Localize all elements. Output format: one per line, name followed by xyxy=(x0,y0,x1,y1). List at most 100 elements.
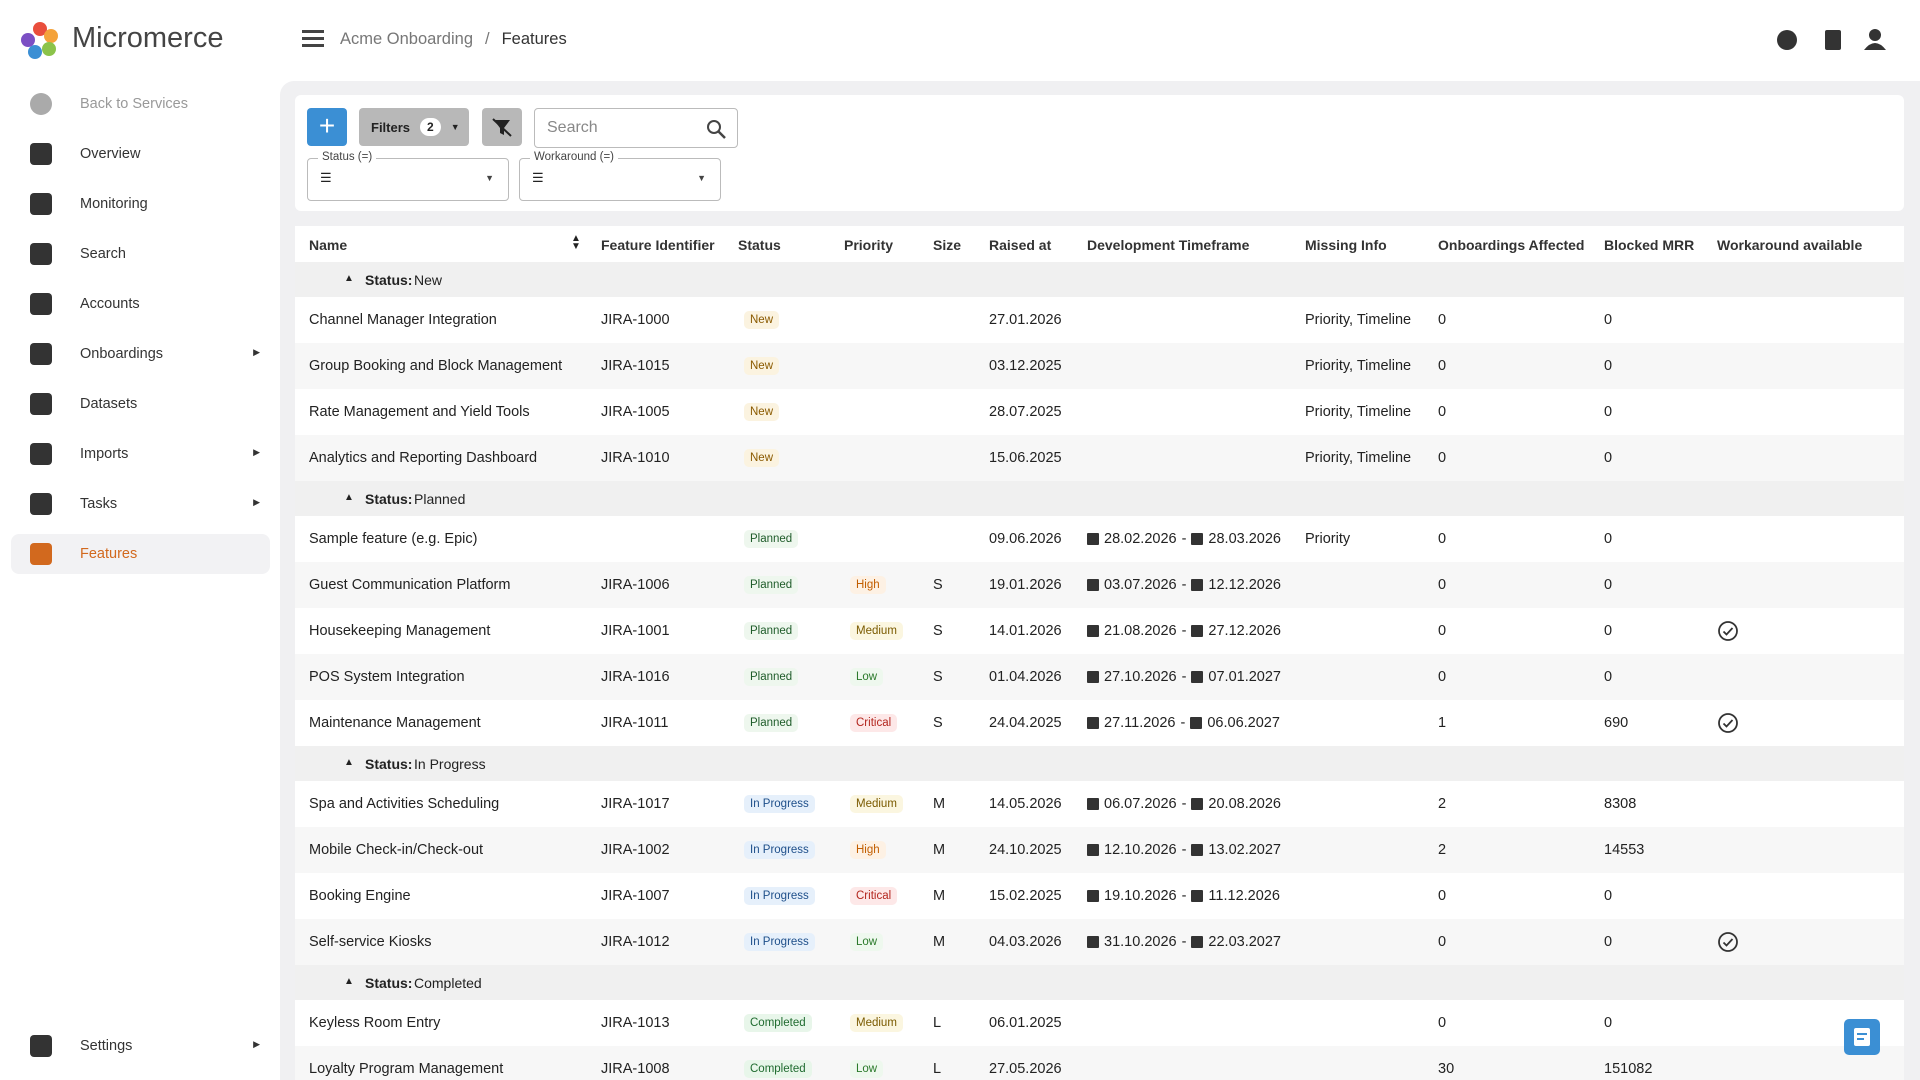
header-actions[interactable] xyxy=(1776,28,1896,52)
table-row[interactable]: POS System Integration JIRA-1016 Planned Lo… xyxy=(295,654,1904,700)
nav-icon xyxy=(30,393,52,415)
onboardings-affected: 0 xyxy=(1438,358,1447,374)
dropdown-arrow: ▼ xyxy=(697,173,706,183)
group-row[interactable]: ▲ Status: Planned xyxy=(295,481,1904,517)
chat-button[interactable] xyxy=(1844,1019,1880,1055)
feature-name: Sample feature (e.g. Epic) xyxy=(309,531,478,547)
status-chip: Planned xyxy=(744,714,799,732)
nav-item[interactable]: Imports ▶ xyxy=(11,434,270,474)
calendar-icon xyxy=(1191,890,1204,902)
add-button[interactable]: + xyxy=(307,108,347,146)
table-row[interactable]: Loyalty Program Management JIRA-1008 Compl… xyxy=(295,1046,1904,1080)
raised-at: 24.10.2025 xyxy=(989,842,1062,858)
calendar-icon xyxy=(1087,890,1099,902)
nav-item[interactable]: Tasks ▶ xyxy=(11,484,270,524)
group-status: In Progress xyxy=(414,756,486,772)
table-row[interactable]: Self-service Kiosks JIRA-1012 In Progress L… xyxy=(295,919,1904,965)
nav-icon xyxy=(30,93,52,115)
filter-select[interactable]: Status (=) ☰ ▼ xyxy=(307,151,509,201)
blocked-mrr: 8308 xyxy=(1604,796,1637,812)
breadcrumb: Acme Onboarding / Features xyxy=(340,30,567,49)
onboardings-affected: 0 xyxy=(1438,404,1447,420)
table-row[interactable]: Group Booking and Block Management JIRA-1… xyxy=(295,343,1904,389)
nav-item[interactable]: Search xyxy=(11,234,270,274)
group-row[interactable]: ▲ Status: New xyxy=(295,262,1904,298)
nav-item[interactable]: Monitoring xyxy=(11,184,270,224)
table-row[interactable]: Housekeeping Management JIRA-1001 Planned M… xyxy=(295,608,1904,654)
nav-icon xyxy=(30,1035,52,1057)
filters-count: 2 xyxy=(420,118,441,136)
nav-item[interactable]: Settings ▶ xyxy=(11,1026,270,1066)
raised-at: 19.01.2026 xyxy=(989,577,1062,593)
column-header[interactable]: Status xyxy=(738,237,781,253)
nav-item[interactable]: Overview xyxy=(11,134,270,174)
missing-info: Priority, Timeline xyxy=(1305,312,1412,328)
status-chip: Planned xyxy=(744,668,799,686)
timeframe-end: 12.12.2026 xyxy=(1208,577,1281,593)
nav-item[interactable]: Onboardings ▶ xyxy=(11,334,270,374)
timeframe-start: 27.11.2026 xyxy=(1104,715,1176,731)
feature-id: JIRA-1017 xyxy=(601,796,670,812)
nav-item[interactable]: Features xyxy=(11,534,270,574)
sort-icon[interactable]: ▲ ▼ xyxy=(571,233,581,252)
table-row[interactable]: Channel Manager Integration JIRA-1000 New 2… xyxy=(295,297,1904,343)
collapse-icon: ▲ xyxy=(344,492,354,503)
table-row[interactable]: Sample feature (e.g. Epic) Planned 09.06.2… xyxy=(295,516,1904,562)
column-header[interactable]: Missing Info xyxy=(1305,237,1387,253)
table-row[interactable]: Keyless Room Entry JIRA-1013 Completed Medi… xyxy=(295,1000,1904,1046)
feature-name: Rate Management and Yield Tools xyxy=(309,404,530,420)
table-row[interactable]: Analytics and Reporting Dashboard JIRA-10… xyxy=(295,435,1904,481)
sidebar: Back to Services Overview Monitoring Search… xyxy=(0,80,280,1080)
size: S xyxy=(933,715,943,731)
menu-toggle[interactable] xyxy=(302,28,326,50)
clear-filters[interactable] xyxy=(482,108,522,146)
timeframe-end: 06.06.2027 xyxy=(1207,715,1280,731)
calendar-icon xyxy=(1087,625,1099,637)
status-chip: New xyxy=(744,311,780,329)
column-header[interactable]: Size xyxy=(933,237,962,253)
priority-chip: Low xyxy=(850,933,884,951)
breadcrumb-item[interactable]: Acme Onboarding xyxy=(340,30,473,48)
column-header[interactable]: Development Timeframe xyxy=(1087,237,1250,253)
table-row[interactable]: Rate Management and Yield Tools JIRA-1005… xyxy=(295,389,1904,435)
blocked-mrr: 14553 xyxy=(1604,842,1645,858)
status-chip: In Progress xyxy=(744,841,815,859)
nav-item[interactable]: Accounts xyxy=(11,284,270,324)
size: S xyxy=(933,669,943,685)
timeframe: 06.07.2026- 20.08.2026 xyxy=(1087,796,1281,812)
column-header[interactable]: Blocked MRR xyxy=(1604,237,1695,253)
group-row[interactable]: ▲ Status: Completed xyxy=(295,965,1904,1001)
dropdown-arrow: ▼ xyxy=(485,173,494,183)
onboardings-affected: 0 xyxy=(1438,1015,1447,1031)
column-header[interactable]: Feature Identifier xyxy=(601,237,715,253)
feature-id: JIRA-1010 xyxy=(601,450,670,466)
column-header[interactable]: Workaround available xyxy=(1717,237,1863,253)
search-box[interactable]: Search xyxy=(534,108,738,148)
range-separator: - xyxy=(1181,669,1187,685)
table-row[interactable]: Maintenance Management JIRA-1011 Planned Cr… xyxy=(295,700,1904,746)
timeframe: 28.02.2026- 28.03.2026 xyxy=(1087,531,1281,547)
logo xyxy=(21,22,58,59)
feature-id: JIRA-1000 xyxy=(601,312,670,328)
onboardings-affected: 0 xyxy=(1438,450,1447,466)
nav-item[interactable]: Back to Services xyxy=(11,84,270,124)
filters-button[interactable]: Filters 2 ▼ xyxy=(359,108,469,146)
column-header[interactable]: Onboardings Affected xyxy=(1438,237,1585,253)
calendar-icon xyxy=(1087,533,1099,545)
nav-label: Monitoring xyxy=(80,196,148,212)
group-row[interactable]: ▲ Status: In Progress xyxy=(295,746,1904,782)
column-header[interactable]: Name xyxy=(309,237,348,253)
onboardings-affected: 2 xyxy=(1438,796,1447,812)
timeframe-start: 27.10.2026 xyxy=(1104,669,1177,685)
priority-chip: Medium xyxy=(850,1014,903,1032)
feature-id: JIRA-1002 xyxy=(601,842,670,858)
calendar-icon xyxy=(1087,717,1099,729)
filter-select[interactable]: Workaround (=) ☰ ▼ xyxy=(519,151,721,201)
table-row[interactable]: Spa and Activities Scheduling JIRA-1017 In… xyxy=(295,781,1904,827)
table-row[interactable]: Booking Engine JIRA-1007 In Progress Critic… xyxy=(295,873,1904,919)
column-header[interactable]: Raised at xyxy=(989,237,1052,253)
column-header[interactable]: Priority xyxy=(844,237,894,253)
table-row[interactable]: Mobile Check-in/Check-out JIRA-1002 In Pro… xyxy=(295,827,1904,873)
nav-item[interactable]: Datasets xyxy=(11,384,270,424)
table-row[interactable]: Guest Communication Platform JIRA-1006 Pla… xyxy=(295,562,1904,608)
